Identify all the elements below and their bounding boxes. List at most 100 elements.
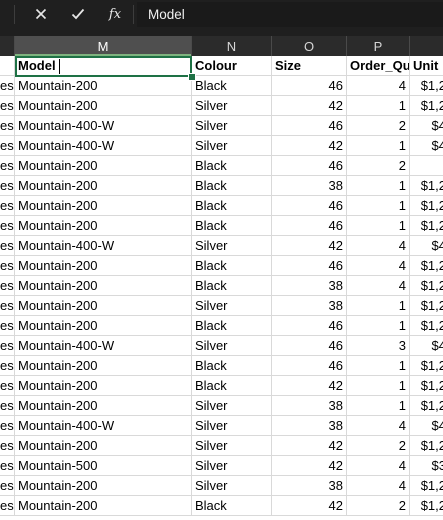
cell[interactable]: 1	[347, 396, 410, 416]
cell[interactable]: es	[0, 276, 15, 296]
cell[interactable]: Silver	[192, 136, 272, 156]
cell[interactable]: 38	[272, 176, 347, 196]
cell[interactable]: 46	[272, 196, 347, 216]
cell[interactable]: 4	[347, 236, 410, 256]
cell[interactable]: $1,2	[410, 376, 443, 396]
cell[interactable]: 46	[272, 216, 347, 236]
cell[interactable]: 1	[347, 196, 410, 216]
cell[interactable]: 46	[272, 76, 347, 96]
header-cell-colour[interactable]: Colour	[192, 56, 272, 76]
cell[interactable]: 46	[272, 316, 347, 336]
column-header-o[interactable]: O	[272, 36, 347, 56]
cell[interactable]: 42	[272, 496, 347, 516]
cell[interactable]: Black	[192, 496, 272, 516]
cell[interactable]: $1,2	[410, 216, 443, 236]
cell[interactable]: $1,2	[410, 176, 443, 196]
cell[interactable]: 1	[347, 296, 410, 316]
cell[interactable]	[0, 56, 15, 76]
cell[interactable]: 4	[347, 456, 410, 476]
cell[interactable]: $1,2	[410, 296, 443, 316]
cell[interactable]: Mountain-200	[15, 76, 192, 96]
column-header-q[interactable]	[410, 36, 443, 56]
cell[interactable]: Black	[192, 216, 272, 236]
cell[interactable]: $3	[410, 456, 443, 476]
cell[interactable]: es	[0, 256, 15, 276]
cell[interactable]: es	[0, 316, 15, 336]
cell[interactable]: $1,2	[410, 356, 443, 376]
cell[interactable]: Mountain-200	[15, 376, 192, 396]
cell[interactable]: Silver	[192, 396, 272, 416]
cell[interactable]: Mountain-200	[15, 476, 192, 496]
cell[interactable]: es	[0, 376, 15, 396]
cell[interactable]: $4	[410, 116, 443, 136]
cell[interactable]: 2	[347, 156, 410, 176]
cell[interactable]: Mountain-400-W	[15, 336, 192, 356]
cell[interactable]: Black	[192, 316, 272, 336]
cell[interactable]: 3	[347, 336, 410, 356]
cell[interactable]: Black	[192, 176, 272, 196]
cell[interactable]: Mountain-200	[15, 276, 192, 296]
cell[interactable]: Mountain-200	[15, 176, 192, 196]
cell[interactable]: es	[0, 296, 15, 316]
cell[interactable]: 1	[347, 316, 410, 336]
formula-input[interactable]: Model	[137, 2, 443, 27]
cell[interactable]: Silver	[192, 476, 272, 496]
cell[interactable]: 4	[347, 416, 410, 436]
cell[interactable]: 4	[347, 276, 410, 296]
cell[interactable]: Black	[192, 276, 272, 296]
cell[interactable]: 38	[272, 276, 347, 296]
cell[interactable]: $1,2	[410, 396, 443, 416]
cell[interactable]: $1,2	[410, 196, 443, 216]
cell[interactable]: 38	[272, 416, 347, 436]
cell[interactable]: Black	[192, 256, 272, 276]
cell[interactable]: es	[0, 476, 15, 496]
cell[interactable]: es	[0, 216, 15, 236]
cell[interactable]: Mountain-400-W	[15, 136, 192, 156]
cell[interactable]: Mountain-200	[15, 296, 192, 316]
cell[interactable]: 1	[347, 356, 410, 376]
cell[interactable]: es	[0, 136, 15, 156]
cell[interactable]: 1	[347, 376, 410, 396]
cell[interactable]: Mountain-200	[15, 316, 192, 336]
cell[interactable]: $1,2	[410, 316, 443, 336]
cell[interactable]: $4	[410, 336, 443, 356]
cell[interactable]: 1	[347, 176, 410, 196]
cell[interactable]: 46	[272, 116, 347, 136]
cell[interactable]: Silver	[192, 296, 272, 316]
cell[interactable]: Black	[192, 196, 272, 216]
cell[interactable]: 42	[272, 136, 347, 156]
cell[interactable]: Mountain-500	[15, 456, 192, 476]
header-cell-model[interactable]: Model	[15, 56, 192, 76]
cell[interactable]: Silver	[192, 436, 272, 456]
cell[interactable]: es	[0, 396, 15, 416]
insert-function-button[interactable]: fx	[103, 3, 127, 25]
cell[interactable]: $1,2	[410, 276, 443, 296]
cell[interactable]: Mountain-400-W	[15, 236, 192, 256]
cell[interactable]: 38	[272, 476, 347, 496]
cell[interactable]: Silver	[192, 336, 272, 356]
cell[interactable]: 2	[347, 436, 410, 456]
cell[interactable]: 2	[347, 116, 410, 136]
cell[interactable]: es	[0, 336, 15, 356]
cell[interactable]	[410, 156, 443, 176]
cell[interactable]: es	[0, 436, 15, 456]
cell[interactable]: $1,2	[410, 76, 443, 96]
cell[interactable]: Silver	[192, 416, 272, 436]
cell[interactable]: es	[0, 196, 15, 216]
header-cell-size[interactable]: Size	[272, 56, 347, 76]
cell[interactable]: 4	[347, 76, 410, 96]
cell[interactable]: es	[0, 96, 15, 116]
cell[interactable]: 42	[272, 456, 347, 476]
cell[interactable]: es	[0, 496, 15, 516]
cell[interactable]: es	[0, 116, 15, 136]
cell[interactable]: 1	[347, 216, 410, 236]
cell[interactable]: Silver	[192, 236, 272, 256]
cell[interactable]: 1	[347, 136, 410, 156]
cell[interactable]: $4	[410, 236, 443, 256]
cell[interactable]: Mountain-200	[15, 436, 192, 456]
cell[interactable]: es	[0, 236, 15, 256]
cell[interactable]: es	[0, 156, 15, 176]
cell[interactable]: 42	[272, 96, 347, 116]
cell[interactable]: $4	[410, 136, 443, 156]
cell[interactable]: Black	[192, 156, 272, 176]
